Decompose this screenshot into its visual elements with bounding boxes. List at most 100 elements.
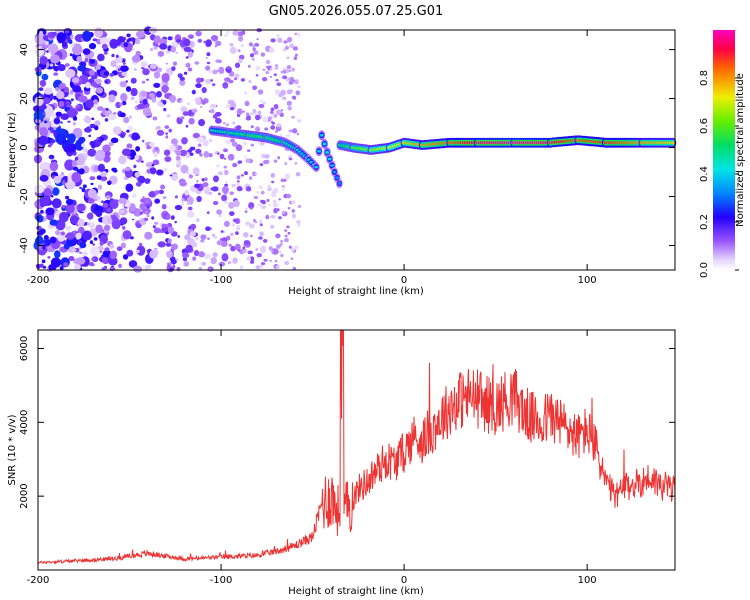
noise-speckle (210, 108, 215, 114)
noise-speckle (84, 127, 92, 133)
noise-speckle (171, 66, 176, 71)
noise-speckle (265, 65, 270, 69)
noise-speckle (183, 261, 190, 267)
noise-speckle (259, 141, 265, 146)
noise-speckle (89, 262, 94, 267)
noise-speckle (126, 33, 131, 38)
noise-speckle (288, 80, 294, 85)
noise-speckle (250, 207, 253, 210)
noise-speckle (182, 257, 188, 262)
noise-speckle (153, 71, 161, 79)
noise-speckle (286, 89, 293, 95)
noise-speckle (258, 185, 264, 190)
noise-speckle (64, 179, 68, 183)
noise-speckle (79, 251, 82, 254)
noise-speckle (182, 111, 189, 116)
noise-speckle (280, 109, 284, 112)
noise-speckle (108, 113, 117, 121)
noise-speckle (75, 257, 86, 265)
noise-speckle (107, 180, 112, 186)
noise-speckle (174, 195, 178, 199)
noise-speckle (259, 219, 263, 224)
noise-speckle (199, 153, 203, 157)
noise-speckle (217, 171, 223, 176)
noise-speckle (255, 126, 261, 132)
noise-speckle (257, 89, 264, 95)
noise-speckle (200, 234, 207, 240)
noise-speckle (123, 42, 129, 48)
noise-speckle (275, 233, 281, 239)
noise-speckle (185, 153, 191, 159)
colorbar-gradient (713, 30, 735, 270)
noise-speckle (166, 250, 173, 259)
noise-speckle (241, 44, 244, 47)
noise-speckle (56, 90, 65, 100)
noise-speckle (88, 134, 91, 138)
signal-trace-layer (208, 125, 677, 189)
noise-speckle (294, 53, 298, 57)
noise-speckle (238, 35, 244, 42)
noise-speckle (163, 167, 168, 172)
noise-speckle (119, 209, 125, 214)
noise-speckle (148, 96, 152, 100)
noise-speckle (122, 100, 127, 106)
noise-speckle (34, 96, 44, 107)
noise-speckle (82, 184, 87, 189)
noise-speckle (250, 143, 254, 147)
noise-speckle (286, 134, 291, 137)
noise-speckle (262, 116, 269, 123)
noise-speckle (121, 71, 128, 77)
noise-speckle (181, 137, 188, 145)
noise-speckle (161, 204, 167, 210)
noise-speckle (128, 133, 132, 138)
noise-speckle (95, 65, 101, 70)
noise-speckle (58, 83, 65, 89)
noise-speckle (105, 195, 111, 200)
noise-speckle (252, 44, 256, 48)
noise-speckle (221, 253, 229, 262)
noise-speckle (296, 220, 301, 224)
noise-speckle (101, 256, 110, 265)
noise-speckle (288, 157, 293, 161)
noise-speckle (177, 145, 183, 150)
noise-speckle (108, 141, 114, 147)
noise-speckle (187, 206, 193, 211)
noise-speckle (216, 240, 223, 246)
noise-speckle (218, 66, 225, 74)
noise-speckle (160, 99, 164, 103)
noise-speckle (196, 180, 199, 183)
noise-speckle (39, 174, 49, 182)
noise-speckle (176, 266, 181, 272)
noise-speckle (71, 77, 80, 84)
x-tick-label: -200 (27, 275, 50, 286)
noise-speckle (240, 78, 245, 82)
noise-speckle (94, 120, 101, 127)
noise-speckle (224, 183, 229, 187)
noise-speckle (243, 232, 249, 238)
noise-speckle (153, 46, 158, 50)
trace-core (322, 142, 327, 146)
snr-plot-area (38, 330, 675, 570)
x-tick-label: 100 (578, 575, 597, 586)
noise-speckle (278, 216, 281, 219)
noise-speckle (229, 107, 235, 111)
noise-speckle (49, 219, 58, 226)
trace-core (325, 151, 330, 154)
noise-speckle (214, 45, 217, 48)
noise-speckle (128, 203, 136, 212)
noise-speckle (47, 256, 51, 259)
noise-speckle (237, 49, 241, 52)
noise-speckle (249, 176, 253, 181)
noise-speckle (252, 85, 258, 91)
snr-x-label: Height of straight line (km) (288, 586, 424, 597)
noise-speckle (55, 111, 62, 117)
noise-speckle (92, 87, 95, 90)
noise-speckle (134, 37, 141, 45)
noise-speckle (130, 96, 135, 100)
noise-speckle (170, 259, 177, 265)
colorbar: 0.0 0.2 0.4 0.6 0.8 Normalized spectral ampl… (699, 30, 746, 278)
noise-speckle (144, 265, 150, 270)
noise-speckle (205, 226, 211, 231)
x-tick-label: -100 (210, 275, 233, 286)
noise-speckle (284, 260, 290, 266)
